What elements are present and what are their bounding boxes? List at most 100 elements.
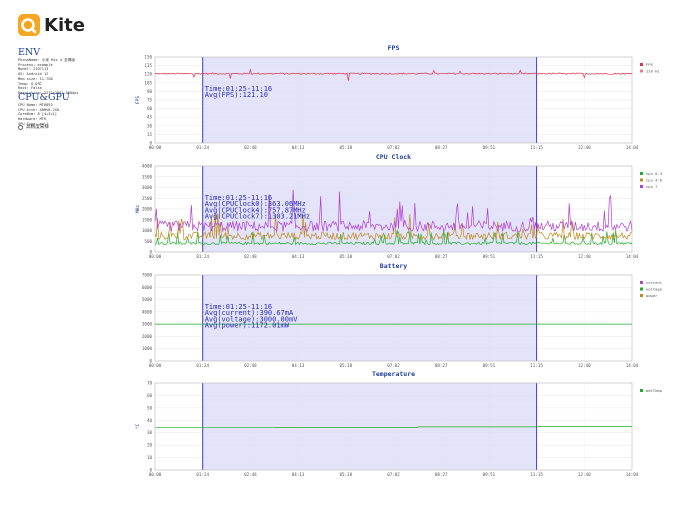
y-tick-label: 20 [147,443,153,448]
x-tick-label: 05:38 [339,472,352,477]
selection-annotation: Avg(CPUClock0):363.06MHz [205,200,306,208]
x-tick-label: 14:04 [626,254,639,259]
selection-annotation: Time:01:25-11:16 [205,85,272,93]
y-tick-label: 5000 [142,297,153,302]
cpu-gpu-section-title: CPU&GPU [18,92,70,103]
y-tick-label: 0 [149,468,152,473]
x-tick-label: 11:15 [530,145,543,150]
radio-icon[interactable] [18,124,23,130]
y-tick-label: 4000 [142,309,153,314]
y-tick-label: 4000 [142,164,153,169]
x-tick-label: 14:04 [626,145,639,150]
x-tick-label: 07:02 [387,145,400,150]
env-info-line: OS: Android 12 [18,72,49,77]
series-line-batTemp [155,426,632,429]
x-tick-label: 09:51 [483,145,496,150]
legend-label: power [646,293,658,298]
cpu-gpu-info-line: CPU Name: MT6893 [18,103,53,107]
legend-swatch [640,389,643,392]
x-tick-label: 11:15 [530,363,543,368]
y-tick-label: 150 [144,55,152,60]
y-tick-label: 60 [147,393,153,398]
chart-title: Battery [380,262,407,270]
cpu-gpu-info-line: CPU Arch: ARMv8.2X8 [18,107,60,112]
legend-swatch [640,172,643,175]
selection-region [202,57,537,143]
env-info-list: PhoneName: 小米 Mix 4 至尊版 Process: example M… [18,58,79,96]
legend-swatch [640,178,643,182]
x-tick-label: 09:51 [483,363,496,368]
y-tick-label: 0 [149,141,152,146]
x-tick-label: 00:00 [149,472,162,477]
y-tick-label: 7000 [142,273,153,278]
y-tick-label: 1500 [142,217,153,222]
y-tick-label: 3500 [142,174,153,179]
selection-annotation: Avg(voltage):3000.00mV [205,315,299,323]
app-name: Kite [44,15,85,36]
cpu-gpu-info-list: CPU Name: MT6893 CPU Arch: ARMv8.2X8 CoreN… [18,103,59,127]
y-tick-label: 50 [147,405,153,410]
legend-label: cpu 7 [646,184,657,189]
y-tick-label: 2500 [142,196,153,201]
y-axis-label: °C [135,424,141,430]
x-tick-label: 04:13 [292,363,305,368]
y-tick-label: 30 [147,430,153,435]
series-line-cpu-0-3 [154,229,633,246]
legend-label: batTemp [646,388,663,393]
x-tick-label: 14:04 [626,472,639,477]
x-tick-label: 01:24 [196,254,209,259]
y-tick-label: 2000 [142,207,153,212]
y-tick-label: 3000 [142,322,153,327]
x-tick-label: 12:40 [578,145,591,150]
x-tick-label: 04:13 [292,254,305,259]
cpu-gpu-info-line: Hardware: MTK [18,117,47,122]
chart-title: Temperature [372,370,415,378]
x-tick-label: 14:04 [626,363,639,368]
selection-annotation: Avg(CPUClock7):1303.21MHz [205,213,310,221]
legend-label: voltage [646,287,663,292]
x-tick-label: 05:38 [339,254,352,259]
env-info-line: Root: False [18,86,42,91]
plot-area [154,274,633,362]
kite-logo: Kite [18,14,98,40]
high-precision-sampling-label: 高精度采样 [26,125,49,130]
y-tick-label: 105 [144,80,152,85]
selection-annotation: Avg(power):1172.01mW [205,322,290,330]
selection-region [202,383,537,470]
x-tick-label: 04:13 [292,472,305,477]
legend-label: cpu 4-6 [646,178,663,183]
x-tick-label: 08:27 [435,363,448,368]
y-tick-label: 1000 [142,346,153,351]
x-tick-label: 01:24 [196,363,209,368]
x-tick-label: 01:24 [196,472,209,477]
x-tick-label: 04:13 [292,145,305,150]
chart-panel-2: Battery 0 1000 2000 3000 4000 5000 6000 7000 00:0… [142,262,663,368]
env-info-line: PhoneName: 小米 Mix 4 至尊版 [18,58,75,62]
legend-swatch [640,69,643,73]
y-tick-label: 90 [147,89,153,94]
y-tick-label: 40 [147,418,153,423]
chart-panel-0: FPS 0 15 30 45 60 75 90 105 120 135 150 00:00 01:24 02… [135,44,660,150]
y-tick-label: 500 [144,239,152,244]
legend-label: 120 Hz [646,69,660,74]
legend-swatch [640,287,643,291]
x-tick-label: 12:40 [578,472,591,477]
high-precision-sampling-option[interactable]: 高精度采样 [18,123,49,131]
legend-label: cpu 0-3 [646,171,662,176]
plot-area [154,165,633,253]
y-tick-label: 10 [147,455,153,460]
x-tick-label: 00:00 [149,254,162,259]
chart-title: CPU Clock [376,153,411,161]
y-tick-label: 30 [147,123,153,128]
y-axis-label: FPS [135,96,141,105]
y-tick-label: 0 [149,250,152,255]
y-tick-label: 0 [149,359,152,364]
legend-swatch [640,185,643,188]
x-tick-label: 02:48 [244,145,257,150]
y-tick-label: 45 [147,115,153,120]
selection-annotation: Avg(CPUClock4):757.87MHz [205,206,306,214]
x-tick-label: 11:15 [530,254,543,259]
cpu-gpu-info-line: GPU Type: mali [18,121,49,126]
x-tick-label: 00:00 [149,363,162,368]
